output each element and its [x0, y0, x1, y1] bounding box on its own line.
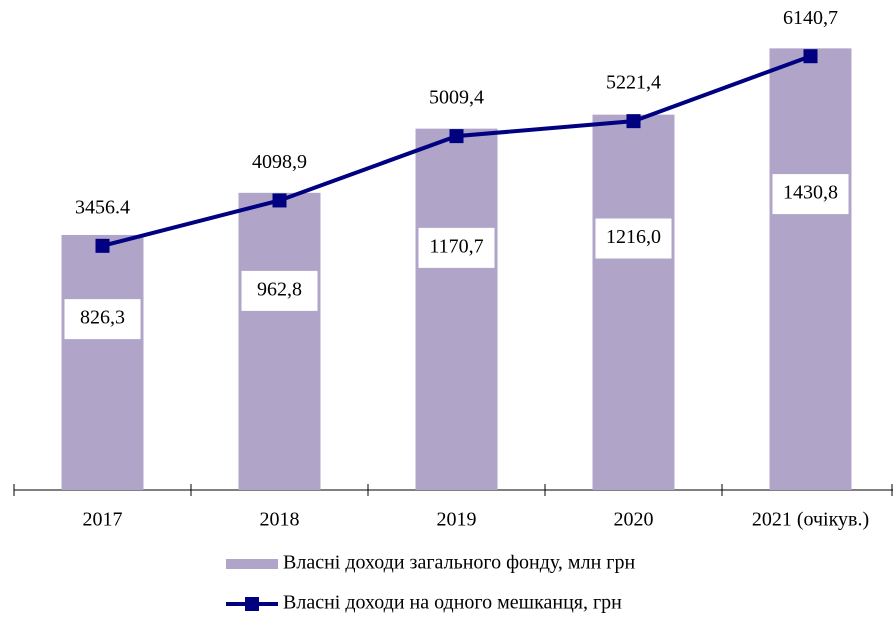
bar: [592, 114, 675, 491]
x-tick-label: 2019: [437, 509, 477, 531]
data-label: 1430,8: [783, 182, 838, 204]
data-label: 1216,0: [606, 226, 661, 248]
point: [95, 238, 110, 253]
data-label-box: [595, 218, 672, 259]
x-tick-label: 2020: [614, 509, 654, 531]
legend-marker: [245, 597, 259, 611]
data-label: 826,3: [80, 307, 125, 329]
data-label-box: [64, 299, 141, 340]
x-tick-label: 2021 (очікув.): [752, 509, 869, 531]
data-label: 6140,7: [783, 7, 838, 29]
bar: [769, 48, 852, 490]
point: [626, 114, 641, 129]
point: [449, 129, 464, 144]
data-label: 1170,7: [429, 235, 483, 257]
point: [803, 49, 818, 64]
point: [272, 193, 287, 208]
bar: [61, 234, 144, 490]
data-label-box: [772, 174, 849, 215]
data-label: 3456.4: [75, 196, 130, 218]
legend-swatch: [226, 559, 278, 569]
data-label: 5009,4: [429, 87, 484, 109]
x-tick-label: 2017: [83, 509, 123, 531]
legend-label: Власні доходи загального фонду, млн грн: [283, 552, 635, 574]
bar: [238, 192, 321, 490]
bar: [415, 128, 498, 491]
data-label: 4098,9: [252, 151, 307, 173]
data-label: 962,8: [257, 278, 302, 300]
data-label: 5221,4: [606, 72, 661, 94]
data-label-box: [418, 227, 495, 268]
data-label-box: [241, 270, 318, 311]
legend-label: Власні доходи на одного мешканця, грн: [283, 592, 622, 614]
x-tick-label: 2018: [260, 509, 300, 531]
